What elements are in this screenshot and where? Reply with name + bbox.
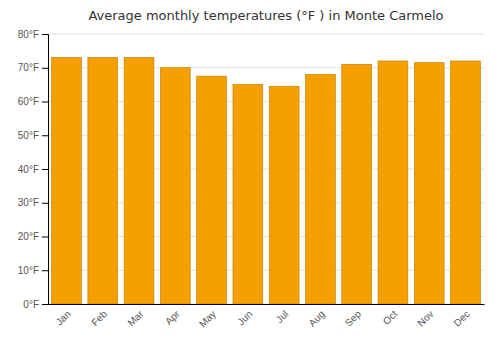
chart: 0°F 10°F 20°F 30°F 40°F 50°F 60°F 70°F 80°F Jan Fe… xyxy=(0,0,500,350)
x-tick: Apr xyxy=(163,308,182,327)
x-tick-label: Mar xyxy=(125,308,145,328)
x-tick-label: Oct xyxy=(381,308,400,327)
y-tick: 40°F xyxy=(18,164,48,175)
bar xyxy=(414,63,444,304)
x-tick: Mar xyxy=(125,308,145,328)
x-tick-label: Feb xyxy=(89,308,109,328)
y-tick-mark xyxy=(42,135,48,136)
y-tick-mark xyxy=(42,68,48,69)
bar xyxy=(378,61,408,304)
y-tick: 50°F xyxy=(18,130,48,141)
x-tick: Oct xyxy=(381,308,400,327)
y-tick-label: 10°F xyxy=(18,265,39,276)
y-tick-mark xyxy=(42,270,48,271)
y-tick: 10°F xyxy=(18,265,48,276)
y-tick-label: 50°F xyxy=(18,130,39,141)
x-axis-line xyxy=(49,304,485,305)
y-tick-mark xyxy=(42,304,48,305)
plot: 0°F 10°F 20°F 30°F 40°F 50°F 60°F 70°F 80°F Jan Fe… xyxy=(18,29,485,330)
x-tick-label: May xyxy=(197,308,218,329)
y-tick-label: 20°F xyxy=(18,231,39,242)
x-tick: Jun xyxy=(235,308,254,327)
x-tick: Sep xyxy=(343,308,364,329)
y-axis: 0°F 10°F 20°F 30°F 40°F 50°F 60°F 70°F 80°F xyxy=(18,29,49,310)
bar xyxy=(197,76,227,304)
y-tick-mark xyxy=(42,237,48,238)
bar xyxy=(88,58,118,304)
y-tick: 20°F xyxy=(18,231,48,242)
bar xyxy=(124,58,154,304)
y-tick-mark xyxy=(42,102,48,103)
y-axis-line xyxy=(42,35,49,305)
y-tick-mark xyxy=(42,169,48,170)
y-tick-label: 30°F xyxy=(18,197,39,208)
bar xyxy=(233,85,263,304)
y-tick-label: 60°F xyxy=(18,96,39,107)
x-tick-label: Apr xyxy=(163,308,182,327)
grid-line xyxy=(48,34,484,35)
y-tick-label: 80°F xyxy=(18,29,39,40)
x-tick-label: Nov xyxy=(415,308,435,328)
y-tick: 30°F xyxy=(18,197,48,208)
x-tick-label: Jun xyxy=(235,308,254,327)
y-tick-mark xyxy=(42,203,48,204)
x-axis: Jan Feb Mar Apr May Jun Jul Aug Sep Oct Nov Dec xyxy=(49,305,485,330)
bar xyxy=(342,64,372,304)
bar xyxy=(160,68,190,304)
y-tick-label: 70°F xyxy=(18,62,39,73)
y-tick: 0°F xyxy=(23,299,48,310)
x-tick-label: Dec xyxy=(452,308,472,328)
x-tick-label: Jan xyxy=(54,308,73,327)
bar xyxy=(52,58,82,304)
y-tick-mark xyxy=(42,34,48,35)
grid xyxy=(48,34,484,304)
x-tick: Feb xyxy=(89,308,109,328)
x-tick-label: Aug xyxy=(306,308,326,328)
x-tick: Nov xyxy=(415,308,435,328)
x-tick: May xyxy=(197,308,218,329)
bar xyxy=(306,75,336,305)
title: Average monthly temperatures (°F ) in Mo… xyxy=(88,8,443,23)
bars xyxy=(52,58,481,304)
x-tick: Jan xyxy=(54,308,73,327)
x-tick: Dec xyxy=(452,308,472,328)
x-tick-label: Jul xyxy=(274,308,291,325)
y-tick-label: 0°F xyxy=(23,299,39,310)
x-tick: Jul xyxy=(274,308,291,325)
y-tick: 80°F xyxy=(18,29,48,40)
x-tick-label: Sep xyxy=(343,308,364,329)
bar xyxy=(451,61,481,304)
x-tick: Aug xyxy=(306,308,326,328)
bar xyxy=(269,86,299,304)
y-tick: 60°F xyxy=(18,96,48,107)
y-tick: 70°F xyxy=(18,62,48,73)
y-tick-label: 40°F xyxy=(18,164,39,175)
